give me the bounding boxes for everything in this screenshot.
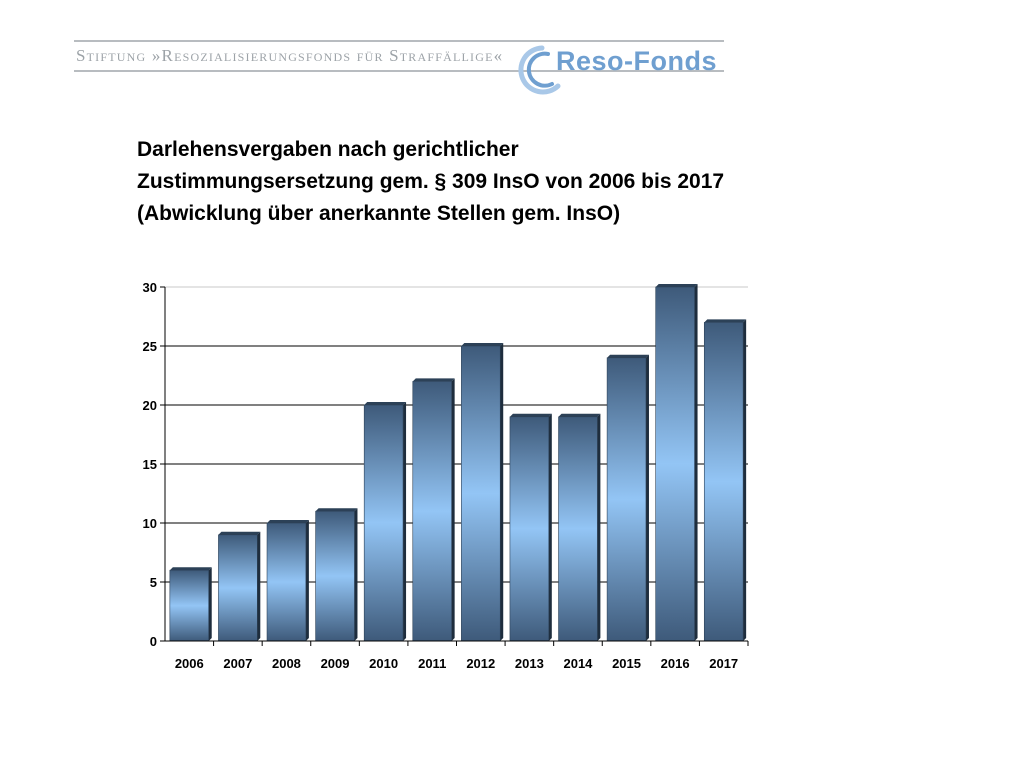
x-tick-label: 2007 <box>223 656 252 671</box>
header-top-rule <box>74 40 724 42</box>
bar-top <box>607 354 649 358</box>
logo-text: Reso-Fonds <box>556 46 718 76</box>
x-tick-label: 2011 <box>418 656 446 671</box>
bar <box>461 345 501 642</box>
bar <box>509 416 550 642</box>
bar <box>315 510 355 642</box>
bar <box>558 416 598 642</box>
bar-side <box>548 413 552 641</box>
bar-side <box>305 520 309 641</box>
bar-side <box>208 567 212 641</box>
bar-top <box>558 413 601 417</box>
bar-top <box>412 378 455 382</box>
x-tick-label: 2016 <box>661 656 690 671</box>
x-tick-label: 2015 <box>612 656 641 671</box>
y-tick-label: 5 <box>150 575 157 590</box>
bar-top <box>315 508 358 512</box>
bar-top <box>218 531 261 535</box>
bar-side <box>403 402 407 641</box>
chart-title: Darlehensvergaben nach gerichtlicher Zus… <box>137 134 837 230</box>
bar <box>655 286 695 642</box>
y-tick-label: 30 <box>143 280 157 295</box>
y-tick-label: 0 <box>150 634 157 649</box>
bar-side <box>500 343 504 641</box>
y-tick-label: 25 <box>143 339 157 354</box>
bar-top <box>461 343 504 346</box>
x-tick-label: 2010 <box>369 656 398 671</box>
bar-top <box>267 520 309 523</box>
bar-side <box>694 284 698 641</box>
y-tick-label: 20 <box>143 398 157 413</box>
bar-top <box>364 402 407 405</box>
bar-side <box>354 508 358 641</box>
reso-fonds-logo: Reso-Fonds <box>512 40 727 98</box>
bar-top <box>169 567 212 571</box>
bar-side <box>257 531 261 641</box>
bar-top <box>509 413 552 417</box>
bar <box>169 569 210 642</box>
bars <box>169 284 747 642</box>
gridlines <box>165 286 748 583</box>
bar <box>606 357 647 642</box>
bar <box>363 404 404 642</box>
y-tick-label: 10 <box>143 516 157 531</box>
x-tick-label: 2014 <box>563 656 593 671</box>
bar-side <box>597 413 601 641</box>
axes <box>160 286 749 646</box>
bar <box>218 534 258 642</box>
bar <box>703 322 744 642</box>
y-tick-label: 15 <box>143 457 157 472</box>
bar-side <box>451 378 455 641</box>
tick-labels: 0 5 10 15 20 25 30 2006 2007 2008 2009 2010 2011 2012… <box>143 280 739 671</box>
logo-mark-icon <box>518 45 561 95</box>
x-tick-label: 2009 <box>321 656 350 671</box>
bar <box>412 381 452 642</box>
chart-title-line-1: Darlehensvergaben nach gerichtlicher <box>137 138 519 161</box>
bar-top <box>655 284 698 287</box>
x-tick-label: 2008 <box>272 656 301 671</box>
x-tick-label: 2012 <box>466 656 495 671</box>
chart-title-line-2: Zustimmungsersetzung gem. § 309 InsO von… <box>137 170 725 193</box>
foundation-name: Stiftung »Resozialisierungsfonds für Str… <box>76 46 504 65</box>
chart-title-line-3: (Abwicklung über anerkannte Stellen gem.… <box>137 202 621 225</box>
bar-top <box>704 319 747 323</box>
bar-side <box>645 354 649 641</box>
x-tick-label: 2013 <box>515 656 544 671</box>
x-tick-label: 2017 <box>709 656 738 671</box>
header-bottom-rule <box>74 70 724 72</box>
x-tick-label: 2006 <box>175 656 204 671</box>
bar-side <box>743 319 747 641</box>
bar <box>266 522 307 642</box>
